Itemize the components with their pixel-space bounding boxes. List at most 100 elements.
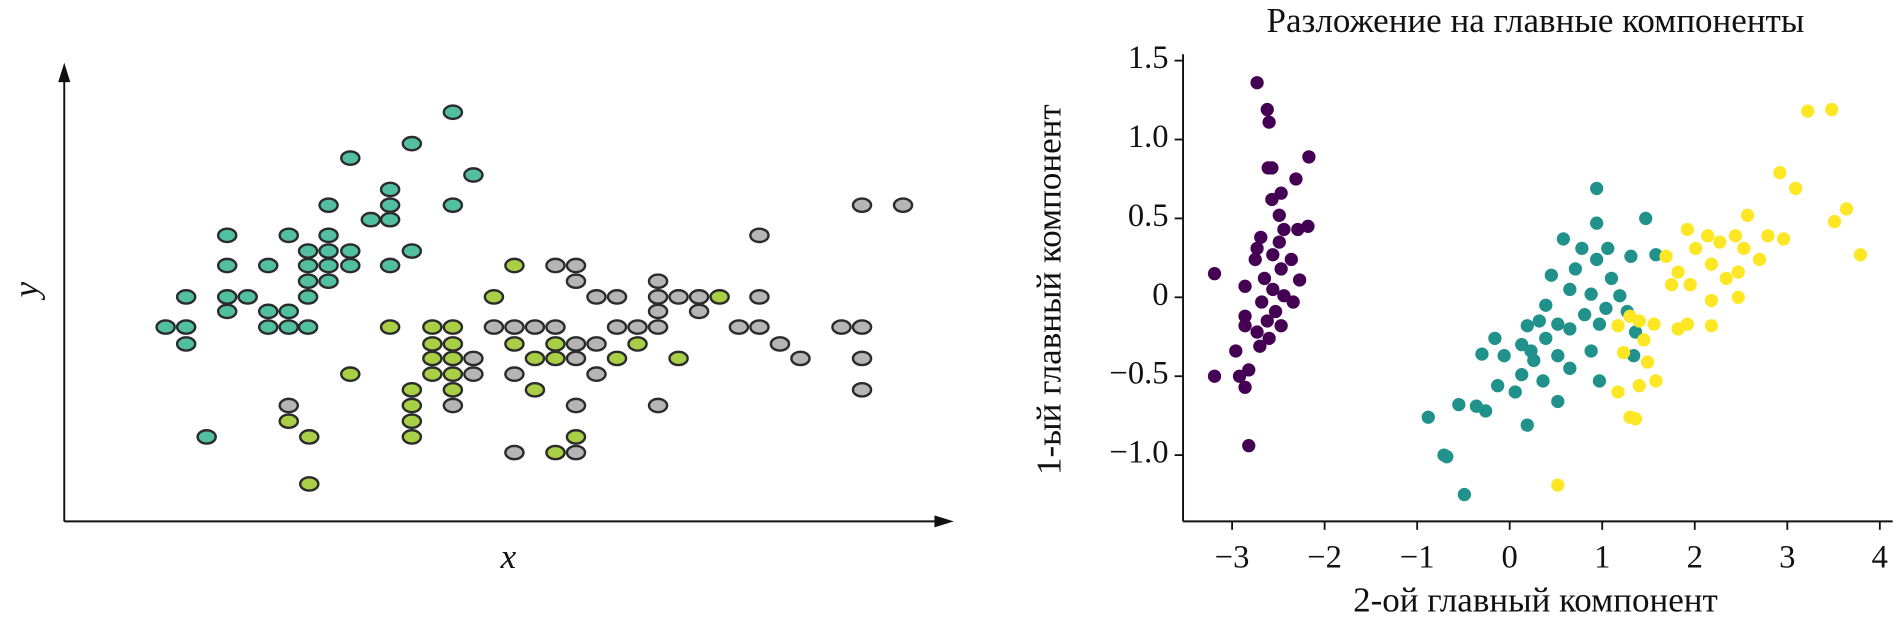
x-tick-label: −1 <box>1400 539 1435 575</box>
point <box>1232 369 1247 383</box>
point <box>1563 322 1577 336</box>
point <box>257 257 279 274</box>
point <box>851 381 873 398</box>
point <box>1568 262 1583 276</box>
point <box>278 397 299 414</box>
point <box>1592 317 1607 331</box>
point <box>1536 374 1550 388</box>
point <box>463 350 484 367</box>
point <box>401 429 423 445</box>
point <box>668 289 689 305</box>
point <box>1520 418 1534 432</box>
point <box>1293 273 1307 287</box>
point <box>1632 379 1646 393</box>
point <box>851 319 873 335</box>
point <box>1689 241 1703 256</box>
x-arrow <box>934 515 954 528</box>
point <box>1592 374 1607 388</box>
point <box>524 350 546 367</box>
point <box>688 289 710 305</box>
point <box>1457 487 1471 502</box>
point <box>1265 161 1279 175</box>
point <box>1265 192 1279 207</box>
point <box>1632 314 1646 328</box>
x-tick-label: −2 <box>1307 539 1342 575</box>
y-tick-label: −0.5 <box>1109 356 1168 392</box>
point <box>299 429 320 445</box>
point <box>360 211 382 228</box>
point <box>1284 252 1298 267</box>
point <box>216 257 238 274</box>
point <box>1291 222 1305 237</box>
point <box>1266 282 1280 297</box>
point <box>1627 349 1641 363</box>
point <box>1488 331 1502 345</box>
point <box>1827 214 1842 229</box>
y-tick-label: 0 <box>1152 277 1168 313</box>
point <box>1207 267 1222 281</box>
point <box>1238 309 1252 323</box>
point <box>709 289 730 305</box>
point <box>442 319 464 335</box>
point <box>1277 222 1291 237</box>
point <box>1737 241 1751 256</box>
point <box>1719 271 1733 286</box>
point <box>851 197 873 214</box>
point <box>1515 338 1529 352</box>
point <box>1475 347 1489 361</box>
point <box>545 444 566 461</box>
point <box>379 319 401 335</box>
point <box>1616 345 1631 360</box>
point <box>297 257 319 274</box>
point <box>1584 344 1598 358</box>
point <box>565 429 587 445</box>
point <box>340 257 361 274</box>
point <box>1250 76 1264 90</box>
point <box>1242 363 1256 377</box>
point <box>647 319 669 335</box>
point <box>1649 248 1663 262</box>
point <box>1628 412 1643 426</box>
point <box>483 289 505 305</box>
point <box>340 243 361 259</box>
point <box>278 303 299 320</box>
point <box>175 289 197 305</box>
point <box>1274 319 1288 333</box>
point <box>790 350 811 367</box>
point <box>1242 439 1256 453</box>
point <box>1255 295 1269 309</box>
point <box>749 289 770 305</box>
point <box>340 366 361 382</box>
point <box>1262 331 1276 345</box>
point <box>1563 361 1577 375</box>
point <box>318 227 339 244</box>
point <box>504 444 525 461</box>
point <box>1704 319 1719 333</box>
point <box>1302 150 1316 164</box>
point <box>688 303 710 320</box>
point <box>1551 349 1565 363</box>
point <box>379 197 401 214</box>
point <box>1649 374 1663 388</box>
point <box>1539 298 1553 312</box>
point <box>606 319 628 335</box>
point <box>1520 319 1534 333</box>
point <box>1647 317 1661 331</box>
point <box>422 350 443 367</box>
point <box>586 366 607 382</box>
point <box>1274 262 1288 276</box>
x-tick-label: 0 <box>1502 539 1518 575</box>
y-tick-label: −1.0 <box>1109 435 1168 471</box>
point <box>216 289 238 305</box>
point <box>1250 241 1264 256</box>
point <box>297 243 319 259</box>
point <box>1637 333 1651 347</box>
point <box>1788 181 1803 196</box>
chart-title: Разложение на главные компоненты <box>1267 1 1805 40</box>
point <box>1578 308 1592 322</box>
point <box>1604 271 1619 286</box>
point <box>155 319 176 335</box>
point <box>463 366 484 382</box>
point <box>1274 186 1288 200</box>
point <box>586 336 607 352</box>
